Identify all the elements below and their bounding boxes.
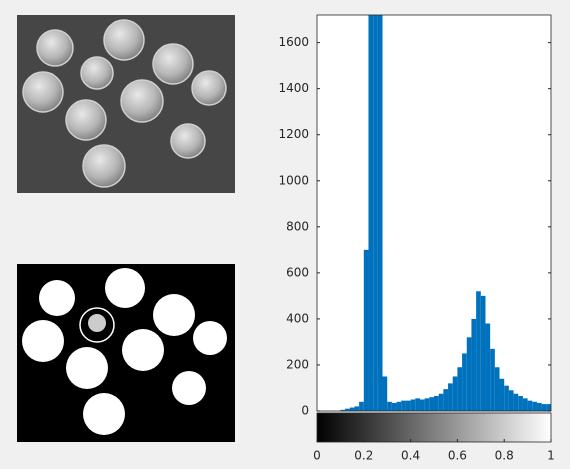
bar (480, 295, 486, 411)
y-tick-label: 0 (301, 404, 309, 418)
bar (499, 378, 505, 411)
bar (508, 390, 514, 411)
y-tick-label: 200 (286, 357, 309, 371)
bar (504, 385, 509, 411)
bar (541, 404, 547, 411)
axes-box (316, 14, 552, 412)
y-tick-label: 1200 (278, 127, 309, 141)
plot-area (317, 15, 551, 411)
bar (377, 15, 383, 411)
bar (401, 400, 406, 411)
bar (452, 376, 458, 411)
x-tick-label: 0 (313, 449, 321, 463)
bar (532, 401, 537, 411)
bar (546, 404, 551, 411)
y-tick-label: 400 (286, 311, 309, 325)
bar (443, 389, 449, 411)
x-tick-label: 0.4 (401, 449, 420, 463)
bar (405, 400, 411, 411)
bar (410, 399, 416, 411)
bar (424, 398, 430, 411)
bar (415, 398, 420, 411)
bar (485, 323, 491, 411)
bar (536, 402, 542, 411)
bar (373, 15, 378, 411)
bar (476, 291, 481, 411)
bar (396, 401, 402, 411)
bar (340, 409, 346, 411)
bar (466, 337, 472, 411)
bar (345, 408, 350, 411)
y-tick-label: 1600 (278, 35, 309, 49)
bar (363, 249, 369, 411)
x-tick-label: 0.6 (448, 449, 467, 463)
x-tick-label: 0.2 (354, 449, 373, 463)
bar (522, 398, 528, 411)
bar (513, 393, 519, 411)
x-tick-label: 1 (547, 449, 555, 463)
bar (490, 348, 495, 411)
bar (448, 383, 453, 411)
y-tick-label: 800 (286, 219, 309, 233)
bar (518, 396, 523, 411)
bar (434, 396, 439, 411)
bar (471, 318, 477, 411)
binary-image (17, 264, 235, 442)
bar (494, 367, 500, 411)
bar (354, 406, 360, 411)
bar (438, 393, 444, 411)
bar (527, 400, 533, 411)
y-tick-label: 1000 (278, 173, 309, 187)
bar (349, 407, 355, 411)
bar (382, 376, 388, 411)
y-tick-label: 1400 (278, 81, 309, 95)
bar (419, 399, 425, 411)
y-tick-label: 600 (286, 265, 309, 279)
bar (391, 402, 397, 411)
bar (387, 401, 392, 411)
x-tick-label: 0.8 (495, 449, 514, 463)
bar (429, 397, 434, 411)
bar (462, 353, 467, 411)
bar (368, 15, 374, 411)
grayscale-image (17, 15, 235, 193)
colorbar (316, 412, 552, 443)
bar (359, 401, 364, 411)
bar (457, 367, 463, 411)
